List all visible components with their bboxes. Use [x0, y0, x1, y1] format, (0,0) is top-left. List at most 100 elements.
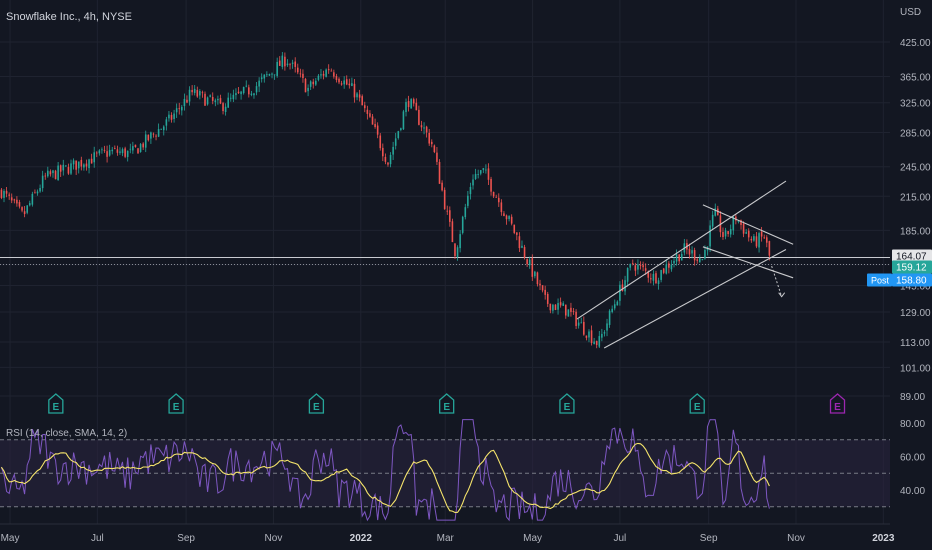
candle-body[interactable] — [291, 62, 294, 64]
candle-body[interactable] — [358, 94, 361, 98]
candle-body[interactable] — [554, 304, 557, 310]
candle-body[interactable] — [209, 95, 211, 97]
candle-body[interactable] — [111, 149, 114, 152]
candle-body[interactable] — [67, 167, 70, 174]
candle-body[interactable] — [562, 303, 565, 306]
candle-body[interactable] — [325, 69, 327, 77]
candle-body[interactable] — [348, 83, 351, 86]
candle-body[interactable] — [57, 165, 59, 181]
candle-body[interactable] — [740, 220, 742, 225]
candle-body[interactable] — [178, 108, 181, 110]
candle-body[interactable] — [335, 76, 338, 80]
candle-body[interactable] — [755, 236, 758, 247]
candle-body[interactable] — [680, 253, 683, 261]
candle-body[interactable] — [23, 211, 26, 215]
candle-body[interactable] — [345, 79, 348, 85]
candle-body[interactable] — [302, 73, 304, 79]
candle-body[interactable] — [338, 78, 340, 83]
rsi-legend[interactable]: RSI (14, close, SMA, 14, 2) — [6, 428, 127, 439]
candle-body[interactable] — [459, 234, 461, 249]
candle-body[interactable] — [580, 322, 583, 324]
candle-body[interactable] — [108, 149, 111, 156]
candle-body[interactable] — [379, 135, 382, 149]
candle-body[interactable] — [732, 216, 735, 231]
candle-body[interactable] — [516, 232, 518, 235]
candle-body[interactable] — [634, 265, 637, 271]
candle-body[interactable] — [611, 308, 613, 313]
candle-body[interactable] — [541, 285, 544, 291]
candle-body[interactable] — [376, 125, 379, 135]
candle-body[interactable] — [717, 208, 719, 216]
candle-body[interactable] — [322, 73, 325, 76]
candle-body[interactable] — [41, 175, 44, 189]
candle-body[interactable] — [389, 154, 392, 165]
candle-body[interactable] — [240, 91, 242, 95]
candle-body[interactable] — [521, 245, 523, 248]
candle-body[interactable] — [245, 85, 248, 87]
candle-body[interactable] — [304, 78, 307, 93]
candle-body[interactable] — [557, 303, 559, 310]
candle-body[interactable] — [397, 131, 400, 138]
candle-body[interactable] — [443, 189, 446, 210]
candle-body[interactable] — [312, 81, 315, 85]
candle-body[interactable] — [675, 254, 678, 262]
candle-body[interactable] — [410, 99, 412, 109]
price-axis[interactable]: 425.00 365.00 325.00 285.00 245.00 215.00 185.… — [900, 38, 931, 497]
projection-arrow-line[interactable] — [771, 265, 783, 297]
candle-body[interactable] — [219, 98, 222, 104]
candle-body[interactable] — [284, 56, 286, 67]
candle-body[interactable] — [714, 208, 717, 216]
candlestick-series[interactable] — [0, 52, 771, 349]
candle-body[interactable] — [260, 77, 263, 80]
candle-body[interactable] — [258, 80, 260, 87]
candle-body[interactable] — [150, 132, 152, 139]
candle-body[interactable] — [162, 126, 165, 131]
candle-body[interactable] — [165, 119, 168, 126]
candle-body[interactable] — [552, 304, 554, 311]
candle-body[interactable] — [402, 111, 405, 130]
candle-body[interactable] — [433, 145, 436, 153]
candle-body[interactable] — [296, 67, 299, 73]
candle-body[interactable] — [655, 273, 657, 284]
candle-body[interactable] — [575, 311, 577, 326]
candle-body[interactable] — [144, 134, 147, 148]
candle-body[interactable] — [315, 80, 317, 85]
candle-body[interactable] — [454, 243, 456, 257]
candle-body[interactable] — [170, 114, 173, 120]
candle-body[interactable] — [101, 149, 103, 151]
candle-body[interactable] — [121, 149, 124, 154]
candle-body[interactable] — [631, 263, 634, 264]
candle-body[interactable] — [711, 214, 714, 227]
candle-body[interactable] — [570, 307, 572, 312]
candle-body[interactable] — [90, 158, 93, 164]
candle-body[interactable] — [217, 98, 219, 101]
candle-body[interactable] — [546, 293, 549, 304]
candle-body[interactable] — [436, 152, 438, 162]
candle-body[interactable] — [8, 194, 10, 196]
candle-body[interactable] — [34, 192, 36, 194]
candle-body[interactable] — [650, 278, 652, 280]
candle-body[interactable] — [665, 264, 668, 274]
candle-body[interactable] — [590, 330, 593, 343]
candle-body[interactable] — [72, 160, 75, 165]
candle-body[interactable] — [263, 74, 266, 79]
candle-body[interactable] — [16, 199, 18, 204]
candle-body[interactable] — [31, 193, 34, 205]
candle-body[interactable] — [142, 143, 144, 148]
candle-body[interactable] — [183, 98, 186, 107]
candle-body[interactable] — [229, 97, 232, 99]
trend-channel-line[interactable] — [576, 180, 787, 320]
candle-body[interactable] — [278, 60, 281, 66]
candle-body[interactable] — [193, 88, 196, 93]
candle-body[interactable] — [160, 128, 163, 130]
earnings-marker[interactable]: E — [829, 393, 846, 414]
candle-body[interactable] — [698, 257, 701, 263]
candle-body[interactable] — [294, 61, 297, 67]
candle-body[interactable] — [155, 135, 157, 137]
candle-body[interactable] — [657, 280, 660, 285]
candle-body[interactable] — [124, 148, 126, 157]
candle-body[interactable] — [26, 205, 29, 213]
candle-body[interactable] — [77, 161, 80, 169]
candle-body[interactable] — [98, 150, 101, 154]
candle-body[interactable] — [670, 264, 673, 270]
